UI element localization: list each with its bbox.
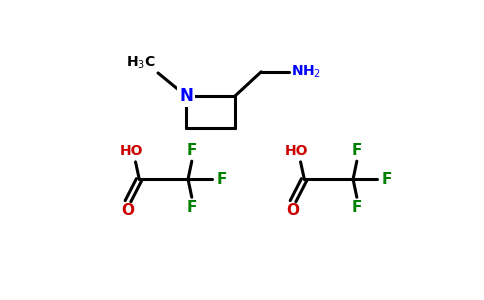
Text: F: F	[216, 172, 227, 187]
Text: F: F	[352, 200, 362, 215]
Text: F: F	[187, 143, 197, 158]
Text: O: O	[287, 203, 300, 218]
Text: F: F	[352, 143, 362, 158]
Text: O: O	[121, 203, 135, 218]
Text: F: F	[381, 172, 392, 187]
Text: F: F	[187, 200, 197, 215]
Text: N: N	[179, 87, 193, 105]
Text: HO: HO	[120, 144, 144, 158]
Text: H$_3$C: H$_3$C	[126, 54, 156, 70]
Text: NH$_2$: NH$_2$	[291, 64, 321, 80]
Text: HO: HO	[285, 144, 309, 158]
